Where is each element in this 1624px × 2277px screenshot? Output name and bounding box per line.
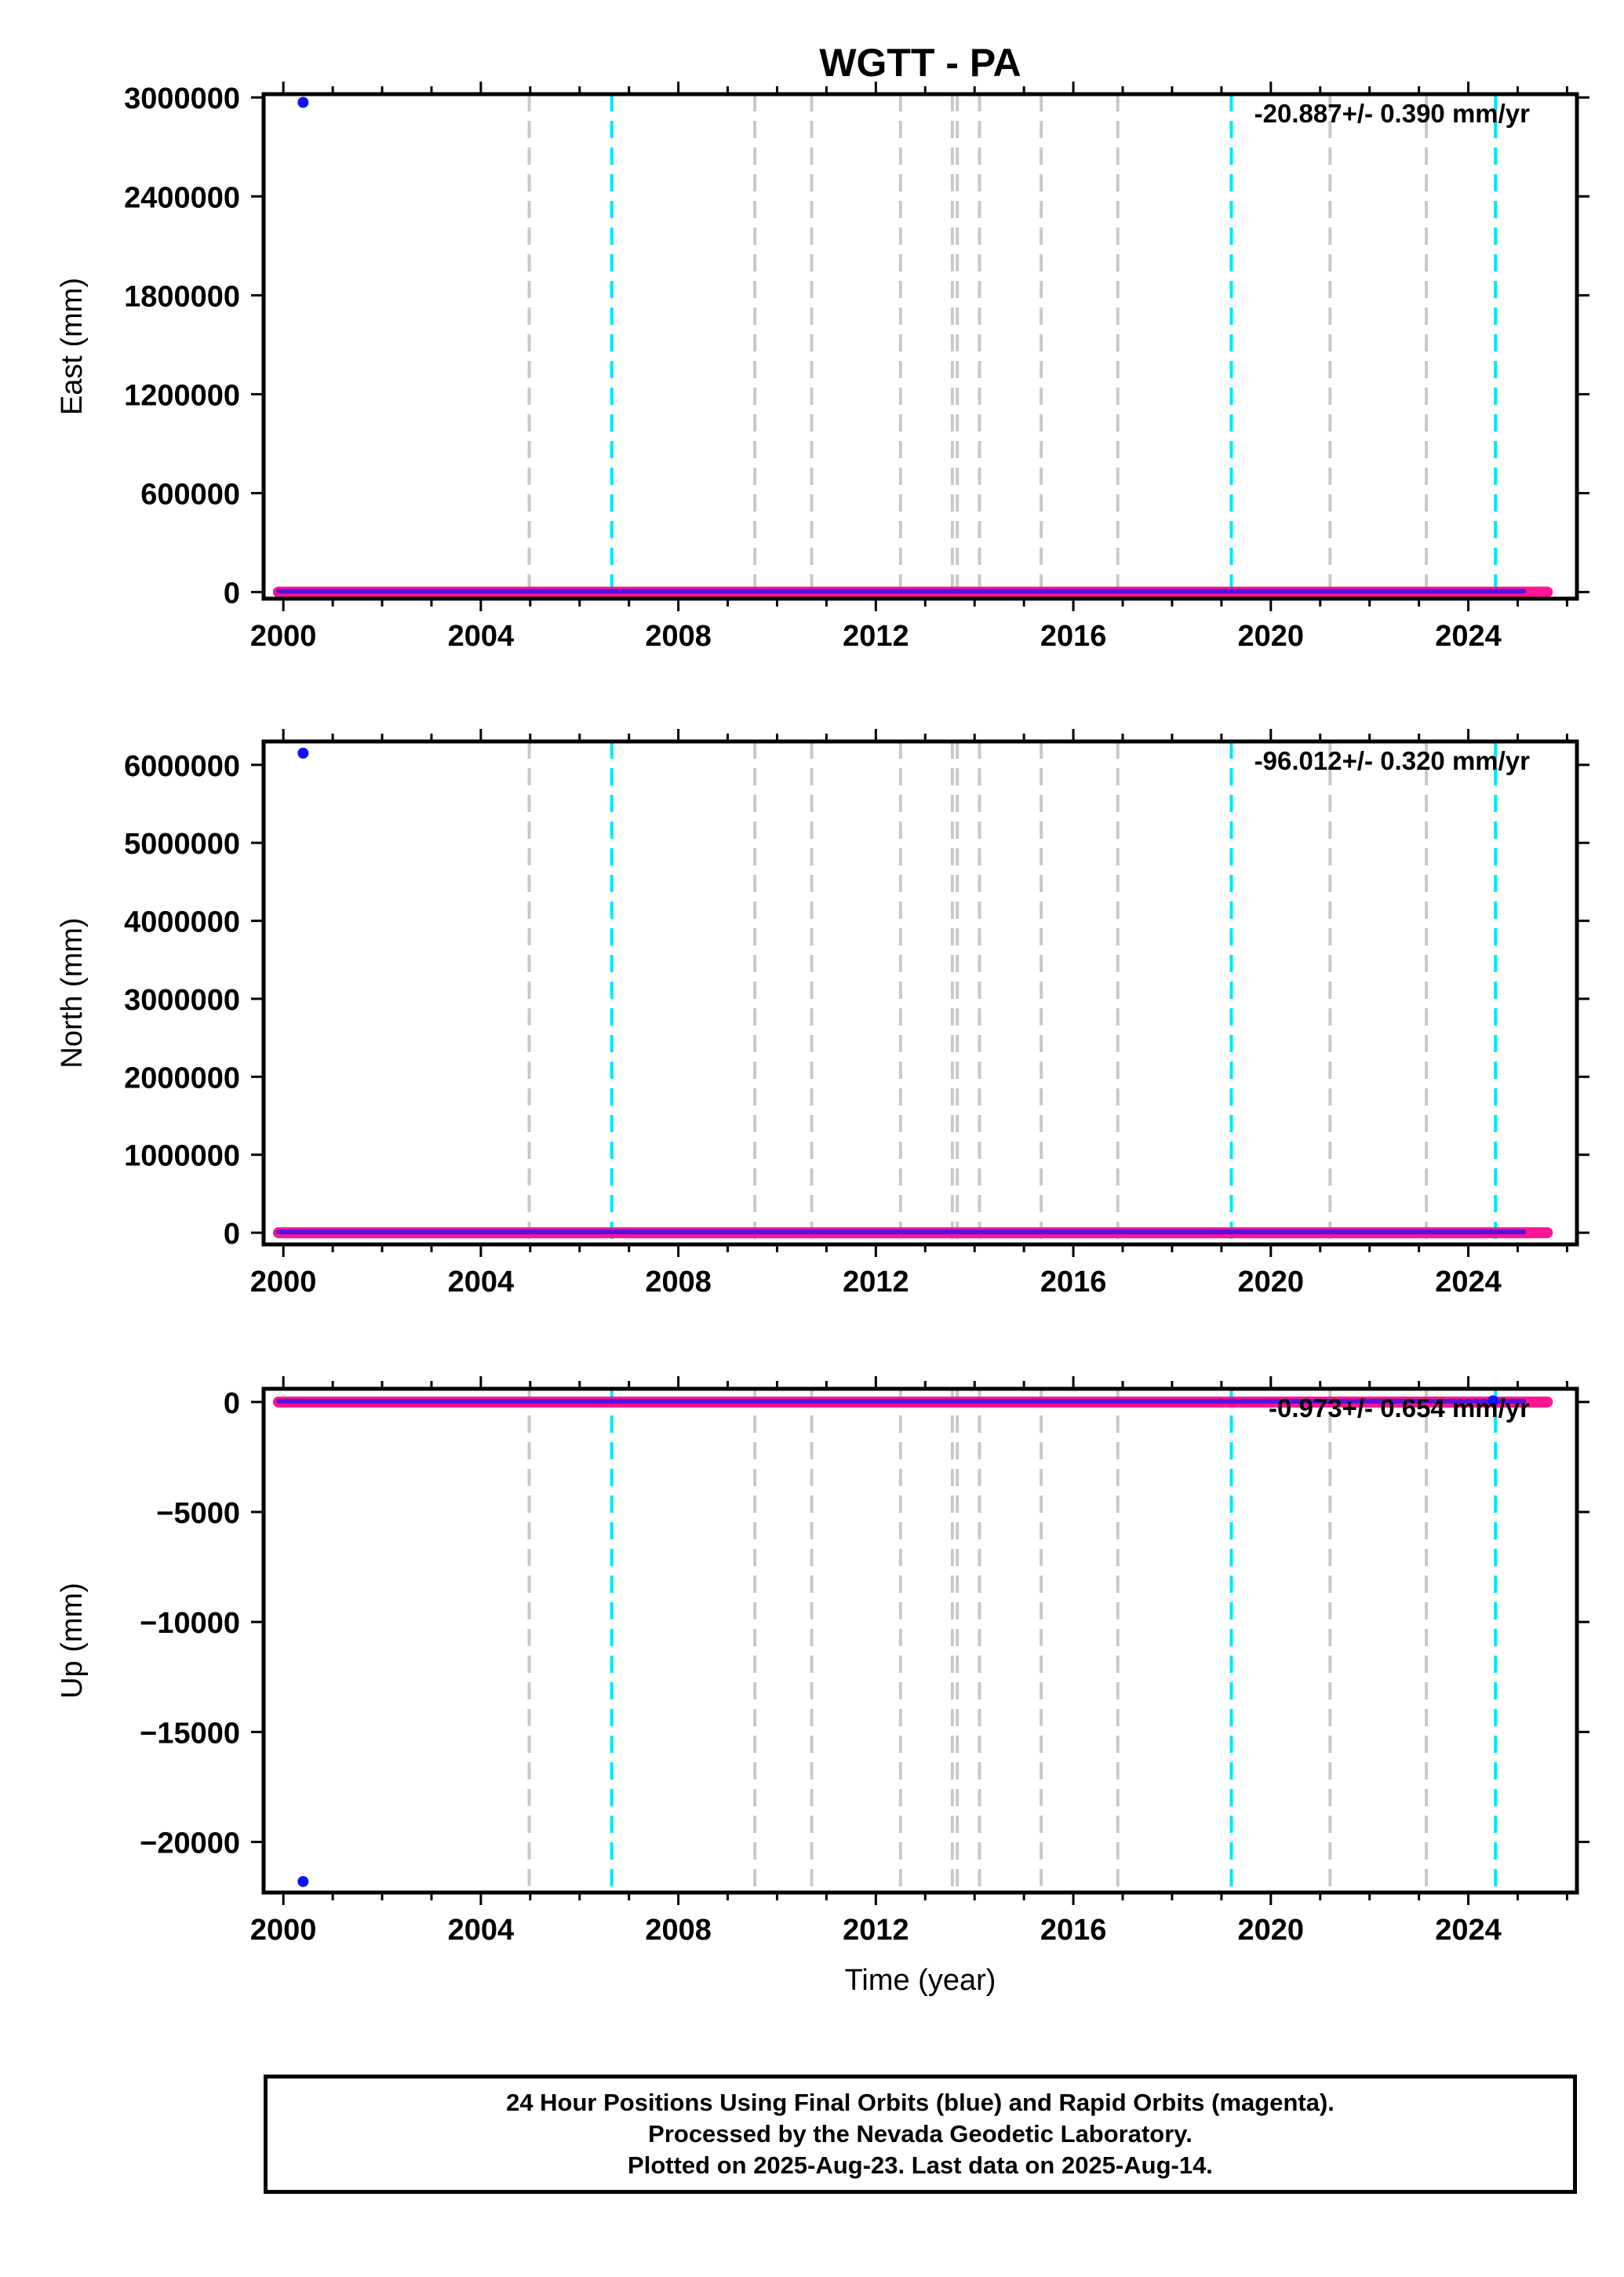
y-tick-label: 1000000: [124, 1140, 240, 1173]
north-rate-annotation: -96.012+/- 0.320 mm/yr: [1254, 746, 1530, 775]
x-tick-label: 2024: [1435, 1914, 1502, 1947]
north-y-axis-label: North (mm): [56, 917, 89, 1068]
y-tick-label: 5000000: [124, 828, 240, 861]
footer-line-dates: Plotted on 2025-Aug-23. Last data on 202…: [628, 2151, 1213, 2179]
x-tick-label: 2024: [1435, 620, 1502, 653]
x-tick-label: 2020: [1238, 620, 1305, 653]
x-tick-label: 2004: [448, 1266, 515, 1299]
north-plot-frame: [261, 739, 1579, 1247]
y-tick-label: 600000: [140, 479, 240, 512]
x-tick-label: 2016: [1040, 1266, 1107, 1299]
data-point: [1487, 1395, 1499, 1407]
x-tick-label: 2016: [1040, 620, 1107, 653]
y-tick-label: 3000000: [124, 984, 240, 1017]
y-tick-label: −15000: [140, 1717, 240, 1750]
data-point: [297, 97, 309, 108]
x-tick-label: 2020: [1238, 1266, 1305, 1299]
x-tick-label: 2008: [645, 1914, 712, 1947]
y-tick-label: 3000000: [124, 82, 240, 115]
y-tick-label: 2400000: [124, 181, 240, 214]
footer-line-orbits: 24 Hour Positions Using Final Orbits (bl…: [506, 2089, 1335, 2116]
x-tick-label: 2000: [250, 620, 317, 653]
east-plot-frame: [261, 92, 1579, 601]
x-tick-label: 2024: [1435, 1266, 1502, 1299]
y-tick-label: −20000: [140, 1827, 240, 1860]
up-plot-frame: [261, 1386, 1579, 1895]
y-tick-label: 4000000: [124, 906, 240, 939]
x-tick-label: 2000: [250, 1266, 317, 1299]
x-tick-label: 2004: [448, 620, 515, 653]
y-tick-label: −5000: [156, 1497, 240, 1530]
up-y-axis-label: Up (mm): [56, 1583, 89, 1699]
y-tick-label: −10000: [140, 1607, 240, 1640]
up-rate-annotation: -0.973+/- 0.654 mm/yr: [1269, 1394, 1530, 1423]
data-point: [297, 1875, 309, 1887]
north-panel: 0 1000000 2000000 3000000 4000000 5000000 6000…: [56, 729, 1589, 1299]
x-tick-label: 2008: [645, 1266, 712, 1299]
x-tick-label: 2020: [1238, 1914, 1305, 1947]
east-panel: 0 600000 1200000 1800000 2400000 3000000 2000 2…: [56, 82, 1589, 653]
chart-title: WGTT - PA: [819, 41, 1021, 85]
y-tick-label: 0: [224, 1387, 240, 1420]
x-tick-label: 2004: [448, 1914, 515, 1947]
footer-note-box: 24 Hour Positions Using Final Orbits (bl…: [264, 2075, 1577, 2194]
y-tick-label: 0: [224, 1218, 240, 1251]
y-tick-label: 1800000: [124, 280, 240, 313]
up-panel: 0 −5000 −10000 −15000 −20000 2000 2004 2008 2012…: [56, 1376, 1589, 1947]
x-tick-label: 2008: [645, 620, 712, 653]
x-tick-label: 2012: [843, 620, 909, 653]
east-y-axis-label: East (mm): [56, 278, 89, 415]
data-point: [297, 747, 309, 759]
x-tick-label: 2000: [250, 1914, 317, 1947]
east-rate-annotation: -20.887+/- 0.390 mm/yr: [1254, 99, 1530, 128]
y-tick-label: 2000000: [124, 1062, 240, 1095]
x-tick-label: 2012: [843, 1914, 909, 1947]
x-tick-label: 2016: [1040, 1914, 1107, 1947]
x-axis-label: Time (year): [845, 1964, 996, 1997]
footer-line-processor: Processed by the Nevada Geodetic Laborat…: [648, 2120, 1193, 2148]
y-tick-label: 1200000: [124, 379, 240, 412]
y-tick-label: 0: [224, 577, 240, 610]
y-tick-label: 6000000: [124, 750, 240, 783]
x-tick-label: 2012: [843, 1266, 909, 1299]
